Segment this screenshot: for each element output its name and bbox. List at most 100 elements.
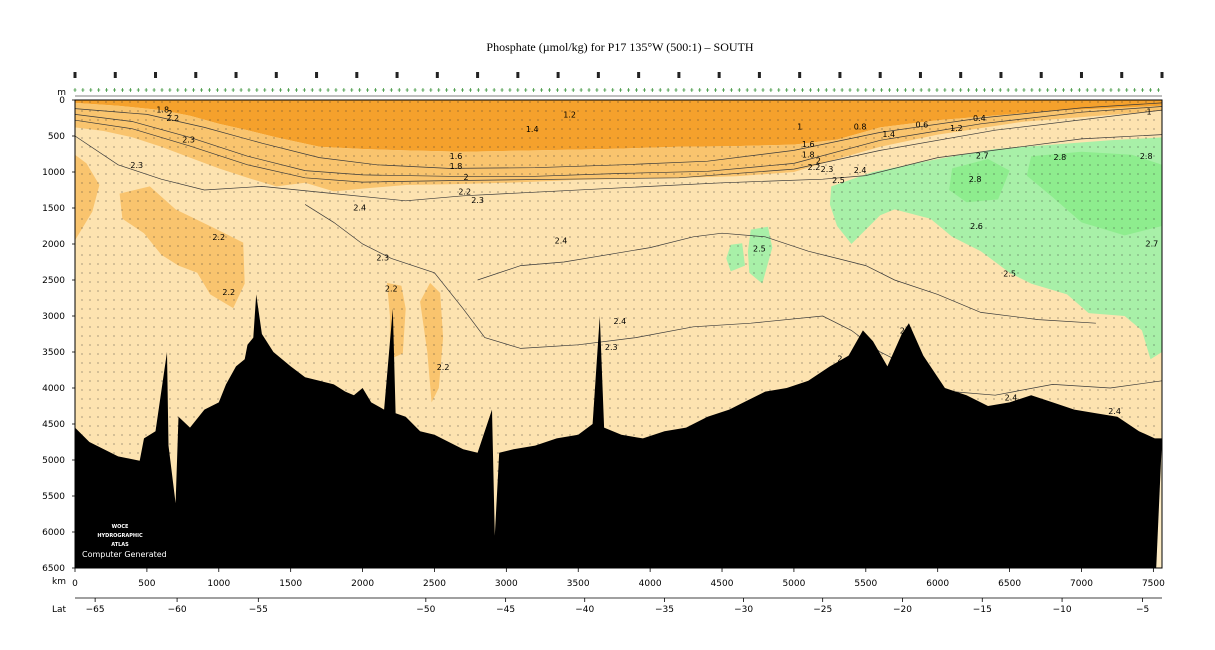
contour-label: 1.6 bbox=[450, 152, 463, 161]
lat-tick-label: −40 bbox=[575, 605, 594, 615]
lat-tick-label: −25 bbox=[813, 605, 832, 615]
contour-label: 2.7 bbox=[976, 151, 989, 160]
contour-label: 2 bbox=[464, 173, 469, 182]
lat-tick-label: −50 bbox=[416, 605, 435, 615]
distance-tick-label: 4000 bbox=[639, 579, 662, 589]
station-number-mark bbox=[798, 72, 802, 78]
distance-tick-label: 4500 bbox=[711, 579, 734, 589]
contour-label: 2.5 bbox=[1003, 270, 1016, 279]
lat-tick-label: −45 bbox=[496, 605, 515, 615]
contour-label: 1 bbox=[1147, 108, 1152, 117]
contour-label: 2.5 bbox=[753, 244, 766, 253]
station-number-mark bbox=[355, 72, 359, 78]
distance-tick-label: 7500 bbox=[1142, 579, 1165, 589]
contour-label: 1.8 bbox=[450, 162, 463, 171]
lat-tick-label: −15 bbox=[973, 605, 992, 615]
contour-label: 2.2 bbox=[458, 187, 471, 196]
contour-label: 2 bbox=[837, 355, 842, 364]
depth-tick-label: 1000 bbox=[42, 168, 65, 178]
plot-area bbox=[75, 100, 1162, 568]
distance-tick-label: 5000 bbox=[782, 579, 805, 589]
lat-tick-label: −10 bbox=[1053, 605, 1072, 615]
contour-label: 0.6 bbox=[916, 121, 929, 130]
station-number-mark bbox=[1039, 72, 1043, 78]
station-number-mark bbox=[113, 72, 117, 78]
contour-label: 1.8 bbox=[802, 151, 815, 160]
contour-label: 2 bbox=[816, 157, 821, 166]
contour-label: 2.7 bbox=[1146, 239, 1159, 248]
lat-tick-label: −55 bbox=[249, 605, 268, 615]
seafloor bbox=[75, 294, 1162, 568]
station-number-mark bbox=[1120, 72, 1124, 78]
station-number-mark bbox=[959, 72, 963, 78]
contour-label: 2.3 bbox=[821, 165, 834, 174]
contour-label: 2.4 bbox=[854, 166, 867, 175]
distance-tick-label: 7000 bbox=[1070, 579, 1093, 589]
distance-tick-label: 6500 bbox=[998, 579, 1021, 589]
contour-label: 1.2 bbox=[950, 124, 963, 133]
distance-tick-label: 2000 bbox=[351, 579, 374, 589]
depth-tick-label: 1500 bbox=[42, 204, 65, 214]
watermark-line: HYDROGRAPHIC bbox=[97, 533, 143, 539]
depth-tick-label: 0 bbox=[59, 96, 65, 106]
plot-frame bbox=[74, 99, 1163, 569]
station-number-mark bbox=[435, 72, 439, 78]
station-number-mark bbox=[999, 72, 1003, 78]
contour-label: 1.4 bbox=[526, 125, 539, 134]
distance-tick-label: 1000 bbox=[207, 579, 230, 589]
contour-label: 0.8 bbox=[854, 123, 867, 132]
distance-tick-label: 1500 bbox=[279, 579, 302, 589]
contour-label: 1.2 bbox=[563, 110, 576, 119]
watermark-line: WOCE bbox=[112, 524, 129, 530]
contour-label: 2.4 bbox=[555, 236, 568, 245]
contour-label: 1.6 bbox=[802, 140, 815, 149]
contour-label: 2.4 bbox=[353, 203, 366, 212]
depth-tick-label: 5000 bbox=[42, 456, 65, 466]
station-number-mark bbox=[757, 72, 761, 78]
lat-unit: Lat bbox=[52, 605, 67, 615]
contour-label: 2.5 bbox=[832, 176, 845, 185]
contour-label: 2.8 bbox=[1054, 153, 1067, 162]
lat-tick-label: −65 bbox=[86, 605, 105, 615]
station-number-mark bbox=[918, 72, 922, 78]
contour-label: 2.3 bbox=[605, 343, 618, 352]
lat-tick-label: −35 bbox=[655, 605, 674, 615]
contour-label: 2 bbox=[167, 109, 172, 118]
contour-label: 2.2 bbox=[166, 114, 179, 123]
station-number-mark bbox=[838, 72, 842, 78]
depth-tick-label: 2000 bbox=[42, 240, 65, 250]
station-number-mark bbox=[154, 72, 158, 78]
contour-label: 2.3 bbox=[130, 161, 143, 170]
lat-tick-label: −5 bbox=[1136, 605, 1149, 615]
distance-unit: km bbox=[52, 577, 66, 587]
contour-label: 2.4 bbox=[1005, 393, 1018, 402]
depth-tick-label: 2500 bbox=[42, 276, 65, 286]
lat-tick-label: −30 bbox=[734, 605, 753, 615]
contour-label: 1.8 bbox=[156, 105, 169, 114]
contour-label: 2.8 bbox=[1140, 152, 1153, 161]
depth-tick-label: 3500 bbox=[42, 348, 65, 358]
depth-tick-label: 3000 bbox=[42, 312, 65, 322]
station-number-mark bbox=[637, 72, 641, 78]
contour-label: 2.4 bbox=[614, 317, 627, 326]
contour-label: 2.3 bbox=[471, 196, 484, 205]
distance-tick-label: 0 bbox=[72, 579, 78, 589]
edge-strip bbox=[1156, 438, 1162, 568]
contour-label: 2.8 bbox=[969, 175, 982, 184]
station-number-mark bbox=[556, 72, 560, 78]
contour-label: 2.2 bbox=[385, 285, 398, 294]
contour-label: 2.6 bbox=[970, 222, 983, 231]
depth-tick-label: 5500 bbox=[42, 492, 65, 502]
distance-tick-label: 2500 bbox=[423, 579, 446, 589]
station-number-mark bbox=[717, 72, 721, 78]
depth-tick-label: 6000 bbox=[42, 528, 65, 538]
contour-label: 2.2 bbox=[212, 233, 225, 242]
station-number-mark bbox=[476, 72, 480, 78]
contour-label: 1 bbox=[797, 123, 802, 132]
depth-unit: m bbox=[57, 88, 66, 98]
station-number-mark bbox=[234, 72, 238, 78]
station-number-mark bbox=[274, 72, 278, 78]
distance-tick-label: 3500 bbox=[567, 579, 590, 589]
distance-tick-label: 3000 bbox=[495, 579, 518, 589]
